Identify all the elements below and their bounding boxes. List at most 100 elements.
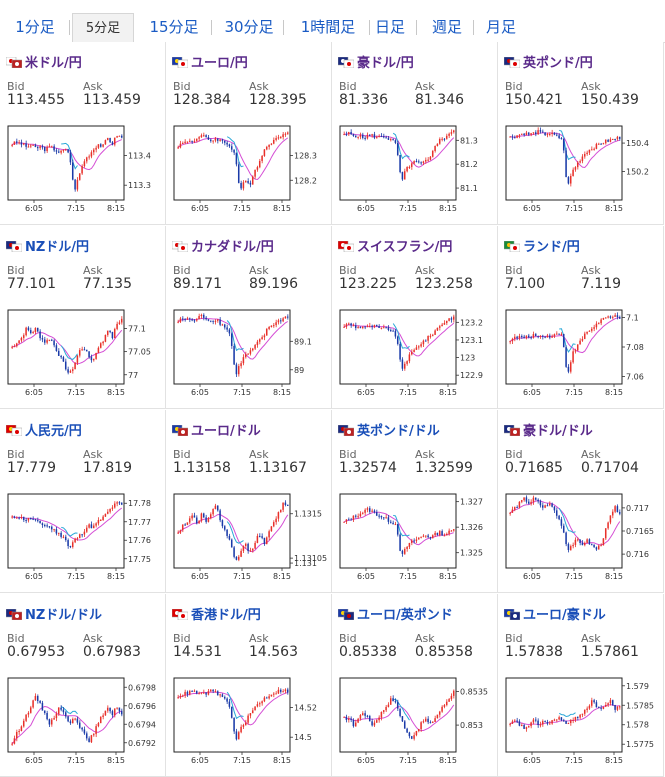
pair-title-link[interactable]: 豪ドル/ドル (504, 420, 593, 439)
candle-body (268, 326, 270, 329)
pair-title-link[interactable]: 香港ドル/円 (172, 604, 261, 623)
candle-body (607, 139, 609, 142)
candle-body (614, 138, 616, 140)
candle-body (212, 320, 214, 322)
chart-container[interactable]: 14.52 14.5 6:05 7:15 8:15 (172, 676, 328, 766)
pair-title-link[interactable]: 人民元/円 (6, 420, 82, 439)
tab-0[interactable]: 1分足 (0, 13, 70, 42)
candle-body (441, 324, 443, 327)
moving-average-line (11, 139, 122, 171)
chart-container[interactable]: 7.1 7.08 7.06 6:05 7:15 8:15 (504, 308, 660, 398)
candle-body (247, 353, 249, 355)
pair-title-link[interactable]: 米ドル/円 (6, 52, 82, 71)
candle-body (15, 343, 18, 347)
candle-body (427, 535, 429, 538)
chart-container[interactable]: 1.1315 1.131 1.13105 6:05 7:15 8:15 (172, 492, 328, 582)
chart-container[interactable]: 113.4 113.3 6:05 7:15 8:15 (6, 124, 162, 214)
tab-1[interactable]: 5分足 (72, 13, 134, 42)
pair-title-link[interactable]: ユーロ/豪ドル (504, 604, 606, 623)
tab-7[interactable]: 月足 (473, 13, 529, 42)
candle-body (265, 146, 268, 150)
chart-container[interactable]: 0.8535 0.853 6:05 7:15 8:15 (338, 676, 494, 766)
candle-body (200, 513, 203, 521)
y-tick-label: 1.5775 (626, 740, 654, 749)
candle-body (548, 335, 551, 338)
candle-body (576, 162, 579, 168)
candle-body (586, 708, 588, 710)
pair-title-link[interactable]: 豪ドル/円 (338, 52, 414, 71)
candle-body (350, 323, 352, 326)
candle-body (525, 727, 528, 729)
candle-body (434, 718, 436, 722)
pair-title-link[interactable]: ユーロ/英ポンド (338, 604, 453, 623)
pair-title-link[interactable]: スイスフラン/円 (338, 236, 452, 255)
candle-body (41, 146, 44, 148)
x-tick-label: 6:05 (523, 572, 541, 581)
chart-container[interactable]: 123.2 123.1 123 122.9 6:05 7:15 8:15 (338, 308, 494, 398)
candle-body (583, 542, 586, 546)
pair-title-link[interactable]: ランド/円 (504, 236, 580, 255)
candle-body (78, 534, 81, 539)
pair-title-text: 英ポンド/ドル (357, 424, 440, 439)
chart-container[interactable]: 0.717 0.7165 0.716 6:05 7:15 8:15 (504, 492, 660, 582)
candle-body (90, 357, 93, 361)
chart-container[interactable]: 128.3 128.2 6:05 7:15 8:15 (172, 124, 328, 214)
candle-body (109, 138, 111, 143)
candle-body (74, 718, 76, 720)
pair-title-link[interactable]: ユーロ/ドル (172, 420, 261, 439)
bid-value: 7.100 (505, 276, 546, 292)
panel-nzdusd: NZドル/ドル Bid Ask 0.67953 0.67983 0.6798 0.6796 0… (0, 594, 166, 777)
candle-body (385, 327, 387, 329)
ask-value: 113.459 (83, 92, 141, 108)
candle-body (76, 179, 79, 190)
chart-container[interactable]: 0.6798 0.6796 0.6794 0.6792 6:05 7:15 8:15 (6, 676, 162, 766)
candle-body (88, 738, 90, 743)
candle-body (116, 136, 118, 138)
chart-container[interactable]: 1.579 1.5785 1.578 1.5775 6:05 7:15 8:15 (504, 676, 660, 766)
chart-container[interactable]: 77.1 77.05 77 6:05 7:15 8:15 (6, 308, 162, 398)
candle-body (417, 537, 420, 540)
x-tick-label: 8:15 (273, 388, 291, 397)
candle-body (27, 517, 30, 521)
pair-title-link[interactable]: NZドル/ドル (6, 604, 102, 623)
chart-container[interactable]: 89.1 89 6:05 7:15 8:15 (172, 308, 328, 398)
candle-body (11, 144, 13, 146)
price-chart: 0.8535 0.853 6:05 7:15 8:15 (339, 677, 488, 765)
y-tick-label: 113.4 (128, 152, 151, 161)
candle-body (221, 324, 224, 326)
bid-value: 123.225 (339, 276, 397, 292)
timeframe-tab-bar: 1分足 5分足 15分足 30分足 1時間足 日足 週足 月足 (0, 0, 665, 43)
candle-body (272, 325, 275, 327)
candle-body (560, 519, 563, 526)
bid-label: Bid (7, 80, 25, 93)
chart-container[interactable]: 1.327 1.326 1.325 6:05 7:15 8:15 (338, 492, 494, 582)
candle-body (20, 517, 23, 519)
pair-title-link[interactable]: NZドル/円 (6, 236, 89, 255)
pair-title-link[interactable]: カナダドル/円 (172, 236, 274, 255)
y-tick-label: 150.2 (626, 168, 649, 177)
candle-body (553, 132, 556, 135)
x-tick-label: 7:15 (565, 388, 583, 397)
tab-4[interactable]: 1時間足 (286, 13, 370, 42)
candle-body (345, 324, 348, 327)
signal-line (558, 712, 576, 718)
pair-title-link[interactable]: 英ポンド/ドル (338, 420, 440, 439)
tab-6[interactable]: 週足 (420, 13, 474, 42)
pair-title-link[interactable]: ユーロ/円 (172, 52, 248, 71)
chart-container[interactable]: 81.3 81.2 81.1 6:05 7:15 8:15 (338, 124, 494, 214)
tab-5[interactable]: 日足 (363, 13, 417, 42)
candle-body (247, 181, 249, 183)
candle-body (46, 147, 48, 152)
candle-body (371, 134, 373, 136)
chart-container[interactable]: 17.78 17.77 17.76 17.75 6:05 7:15 8:15 (6, 492, 162, 582)
candle-body (50, 526, 53, 530)
chart-container[interactable]: 150.4 150.2 6:05 7:15 8:15 (504, 124, 660, 214)
tab-3[interactable]: 30分足 (214, 13, 284, 42)
candle-body (357, 136, 359, 138)
panel-audjpy: 豪ドル/円 Bid Ask 81.336 81.346 81.3 81.2 81.1 6:05 7… (332, 42, 498, 225)
pair-title-link[interactable]: 英ポンド/円 (504, 52, 593, 71)
candle-body (83, 729, 86, 734)
candle-body (106, 511, 109, 514)
tab-2[interactable]: 15分足 (136, 13, 212, 42)
tab-separator (369, 20, 370, 35)
